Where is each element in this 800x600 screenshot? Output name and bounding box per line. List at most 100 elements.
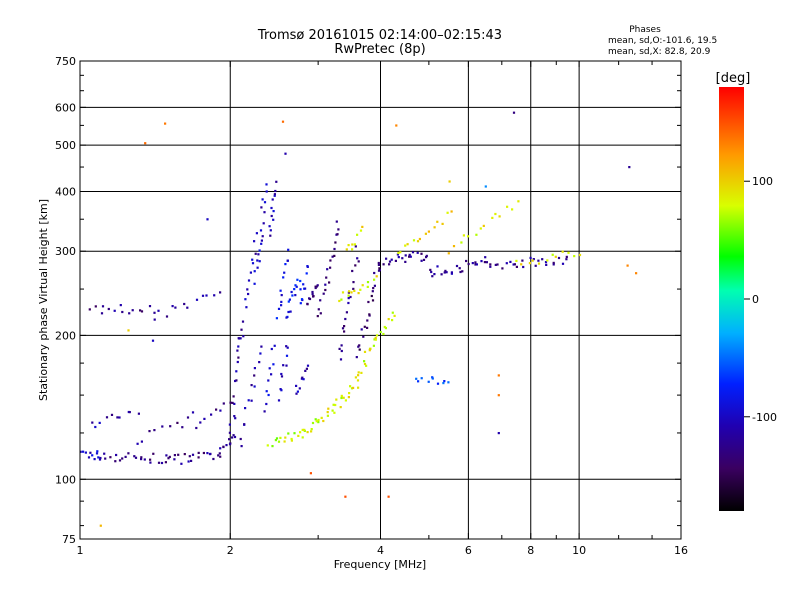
data-point	[89, 451, 92, 454]
data-point	[561, 262, 565, 265]
data-point	[351, 269, 354, 273]
data-point	[306, 431, 309, 434]
data-point	[355, 356, 358, 359]
data-point	[79, 450, 82, 453]
data-point	[369, 347, 372, 350]
data-point	[505, 262, 508, 265]
x-tick-label: 10	[572, 544, 586, 557]
data-point	[287, 248, 290, 251]
data-point	[348, 290, 351, 293]
x-tick-label: 16	[674, 544, 688, 557]
data-point	[565, 255, 568, 258]
data-point	[127, 329, 130, 332]
data-point	[82, 450, 85, 453]
data-point	[244, 298, 247, 301]
data-point	[531, 259, 534, 262]
data-point	[347, 396, 350, 399]
data-point	[296, 278, 299, 281]
data-point	[235, 370, 238, 373]
data-point	[408, 253, 411, 256]
data-point	[98, 421, 101, 424]
data-point	[270, 214, 273, 218]
data-point	[375, 275, 378, 278]
data-point	[349, 385, 352, 388]
data-point	[104, 457, 107, 460]
data-point	[256, 266, 259, 269]
data-point	[315, 285, 318, 288]
data-point	[153, 311, 156, 314]
data-point	[412, 239, 416, 242]
x-tick-label: 6	[465, 544, 472, 557]
data-point	[357, 260, 360, 263]
data-point	[353, 289, 356, 292]
data-point	[425, 254, 428, 257]
data-point	[99, 524, 102, 527]
data-point	[280, 372, 283, 376]
data-point	[461, 270, 464, 273]
data-points	[79, 111, 638, 527]
data-point	[213, 294, 216, 297]
data-point	[297, 434, 300, 437]
data-point	[274, 189, 277, 193]
x-axis-label: Frequency [MHz]	[334, 558, 426, 571]
data-point	[557, 256, 561, 260]
data-point	[249, 271, 252, 274]
data-point	[532, 258, 535, 261]
data-point	[515, 259, 518, 262]
data-point	[265, 390, 268, 393]
data-point	[280, 375, 284, 378]
data-point	[240, 328, 243, 331]
data-point	[94, 305, 97, 308]
data-point	[416, 240, 420, 243]
data-point	[489, 263, 492, 266]
data-point	[270, 206, 273, 210]
data-point	[287, 310, 290, 314]
data-point	[448, 180, 451, 183]
data-point	[320, 416, 323, 419]
data-point	[382, 263, 385, 266]
data-point	[383, 325, 386, 329]
data-point	[433, 273, 436, 276]
data-point	[316, 284, 319, 287]
data-point	[345, 248, 348, 251]
data-point	[354, 245, 357, 248]
data-point	[347, 297, 350, 300]
data-point	[84, 451, 87, 454]
data-point	[552, 263, 555, 266]
data-point	[236, 360, 239, 364]
data-point	[254, 252, 257, 255]
data-point	[94, 425, 97, 429]
data-point	[88, 308, 91, 311]
data-point	[404, 254, 407, 257]
data-point	[319, 312, 322, 315]
data-point	[442, 382, 445, 385]
data-point	[260, 242, 263, 245]
data-point	[408, 255, 411, 258]
data-point	[324, 288, 327, 292]
data-point	[215, 408, 218, 411]
data-point	[327, 407, 330, 410]
data-point	[351, 243, 354, 246]
data-point	[267, 379, 270, 382]
y-tick-label: 200	[55, 329, 76, 342]
data-point	[373, 278, 376, 281]
data-point	[382, 332, 385, 336]
data-point	[467, 235, 470, 238]
data-point	[234, 417, 237, 420]
data-point	[270, 373, 273, 376]
data-point	[167, 457, 170, 460]
data-point	[301, 436, 304, 439]
data-point	[269, 234, 272, 237]
data-point	[494, 212, 497, 216]
data-point	[475, 263, 478, 266]
data-point	[263, 410, 266, 413]
data-point	[284, 152, 287, 155]
data-point	[270, 347, 273, 351]
data-point	[124, 455, 127, 458]
data-point	[97, 456, 100, 459]
data-point	[475, 233, 478, 236]
data-point	[140, 456, 143, 459]
data-point	[340, 298, 343, 301]
data-point	[367, 300, 370, 304]
